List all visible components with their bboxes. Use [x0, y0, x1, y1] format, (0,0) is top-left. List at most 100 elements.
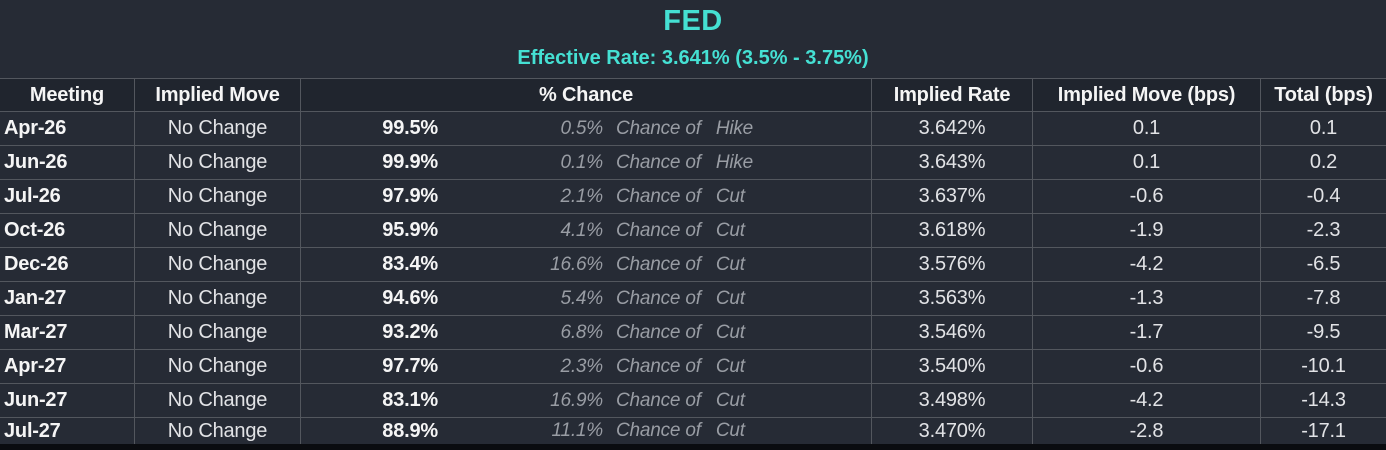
- meeting-label: Apr-26: [4, 117, 67, 139]
- meeting-cell: Oct-26: [0, 214, 134, 247]
- alternate-probability: 16.9%: [550, 389, 603, 411]
- implied-move-bps-value: -1.7: [1129, 321, 1164, 343]
- implied-move-bps-cell: -1.9: [1032, 214, 1260, 247]
- meeting-label: Mar-27: [4, 321, 68, 343]
- implied-rate-value: 3.642%: [918, 117, 986, 139]
- table-header-row: Meeting Implied Move % Chance Implied Ra…: [0, 78, 1386, 111]
- meeting-cell: Jul-27: [0, 418, 134, 444]
- meeting-cell: Dec-26: [0, 248, 134, 281]
- implied-move-bps-cell: -2.8: [1032, 418, 1260, 444]
- implied-move-bps-value: 0.1: [1132, 151, 1161, 173]
- total-bps-value: -7.8: [1306, 287, 1341, 309]
- total-bps-cell: 0.2: [1260, 146, 1386, 179]
- implied-move-cell: No Change: [134, 316, 300, 349]
- implied-move-bps-cell: -4.2: [1032, 384, 1260, 417]
- meeting-label: Oct-26: [4, 219, 66, 241]
- pct-chance-cell: 93.2% 6.8% Chance of Cut: [300, 316, 871, 349]
- implied-move-cell: No Change: [134, 214, 300, 247]
- fed-meetings-table: Meeting Implied Move % Chance Implied Ra…: [0, 78, 1386, 444]
- implied-move-cell: No Change: [134, 350, 300, 383]
- implied-move-cell: No Change: [134, 418, 300, 444]
- pct-chance-cell: 83.1% 16.9% Chance of Cut: [300, 384, 871, 417]
- alternate-probability: 2.3%: [560, 355, 603, 377]
- total-bps-value: -10.1: [1301, 355, 1346, 377]
- implied-move-label: No Change: [167, 219, 268, 241]
- alternate-probability: 5.4%: [560, 287, 603, 309]
- table-row: Jan-27 No Change 94.6% 5.4% Chance of Cu…: [0, 281, 1386, 315]
- move-direction-label: Hike: [715, 117, 754, 139]
- implied-rate-value: 3.637%: [918, 185, 986, 207]
- total-bps-cell: -6.5: [1260, 248, 1386, 281]
- meeting-label: Jun-26: [4, 151, 68, 173]
- chance-of-label: Chance of: [616, 321, 701, 343]
- implied-move-bps-cell: -1.3: [1032, 282, 1260, 315]
- implied-rate-cell: 3.576%: [871, 248, 1032, 281]
- chance-of-label: Chance of: [616, 253, 701, 275]
- table-row: Jul-26 No Change 97.9% 2.1% Chance of Cu…: [0, 179, 1386, 213]
- implied-rate-cell: 3.637%: [871, 180, 1032, 213]
- move-direction-label: Cut: [715, 355, 745, 377]
- main-probability: 97.9%: [382, 185, 438, 207]
- effective-rate-subtitle: Effective Rate: 3.641% (3.5% - 3.75%): [517, 47, 869, 69]
- total-bps-cell: -14.3: [1260, 384, 1386, 417]
- total-bps-value: -14.3: [1301, 389, 1346, 411]
- table-row: Jun-26 No Change 99.9% 0.1% Chance of Hi…: [0, 145, 1386, 179]
- table-row: Dec-26 No Change 83.4% 16.6% Chance of C…: [0, 247, 1386, 281]
- main-probability: 97.7%: [382, 355, 438, 377]
- column-header-total-bps: Total (bps): [1260, 79, 1386, 111]
- implied-move-bps-value: -1.3: [1129, 287, 1164, 309]
- total-bps-value: -0.4: [1306, 185, 1341, 207]
- move-direction-label: Cut: [715, 321, 745, 343]
- implied-move-label: No Change: [167, 419, 268, 442]
- implied-move-label: No Change: [167, 355, 268, 377]
- alternate-probability: 4.1%: [560, 219, 603, 241]
- meeting-cell: Jun-27: [0, 384, 134, 417]
- implied-move-cell: No Change: [134, 146, 300, 179]
- pct-chance-cell: 99.9% 0.1% Chance of Hike: [300, 146, 871, 179]
- column-header-implied-move: Implied Move: [134, 79, 300, 111]
- table-row: Oct-26 No Change 95.9% 4.1% Chance of Cu…: [0, 213, 1386, 247]
- implied-rate-value: 3.470%: [918, 419, 986, 442]
- implied-move-bps-value: 0.1: [1132, 117, 1161, 139]
- implied-move-label: No Change: [167, 389, 268, 411]
- meeting-label: Jan-27: [4, 287, 67, 309]
- table-row: Jun-27 No Change 83.1% 16.9% Chance of C…: [0, 383, 1386, 417]
- total-bps-cell: -17.1: [1260, 418, 1386, 444]
- chance-of-label: Chance of: [616, 117, 701, 139]
- implied-rate-cell: 3.618%: [871, 214, 1032, 247]
- implied-rate-value: 3.618%: [918, 219, 986, 241]
- alternate-probability: 16.6%: [550, 253, 603, 275]
- meeting-label: Dec-26: [4, 253, 69, 275]
- total-bps-value: -9.5: [1306, 321, 1341, 343]
- implied-move-label: No Change: [167, 321, 268, 343]
- implied-move-label: No Change: [167, 151, 268, 173]
- pct-chance-cell: 99.5% 0.5% Chance of Hike: [300, 112, 871, 145]
- implied-move-label: No Change: [167, 117, 268, 139]
- main-probability: 95.9%: [382, 219, 438, 241]
- implied-move-bps-cell: -0.6: [1032, 180, 1260, 213]
- meeting-label: Apr-27: [4, 355, 67, 377]
- implied-rate-cell: 3.563%: [871, 282, 1032, 315]
- move-direction-label: Cut: [715, 389, 745, 411]
- move-direction-label: Hike: [715, 151, 754, 173]
- pct-chance-cell: 97.7% 2.3% Chance of Cut: [300, 350, 871, 383]
- total-bps-value: -6.5: [1306, 253, 1341, 275]
- implied-move-bps-cell: 0.1: [1032, 146, 1260, 179]
- alternate-probability: 0.1%: [560, 151, 603, 173]
- pct-chance-cell: 97.9% 2.1% Chance of Cut: [300, 180, 871, 213]
- implied-move-label: No Change: [167, 287, 268, 309]
- implied-move-cell: No Change: [134, 384, 300, 417]
- chance-of-label: Chance of: [616, 389, 701, 411]
- implied-rate-value: 3.498%: [918, 389, 986, 411]
- implied-move-cell: No Change: [134, 180, 300, 213]
- total-bps-cell: -9.5: [1260, 316, 1386, 349]
- total-bps-value: 0.2: [1309, 151, 1338, 173]
- alternate-probability: 2.1%: [560, 185, 603, 207]
- column-header-pct-chance: % Chance: [300, 79, 871, 111]
- implied-rate-value: 3.563%: [918, 287, 986, 309]
- move-direction-label: Cut: [715, 287, 745, 309]
- implied-rate-cell: 3.540%: [871, 350, 1032, 383]
- total-bps-cell: -2.3: [1260, 214, 1386, 247]
- meeting-cell: Jan-27: [0, 282, 134, 315]
- table-row: Apr-27 No Change 97.7% 2.3% Chance of Cu…: [0, 349, 1386, 383]
